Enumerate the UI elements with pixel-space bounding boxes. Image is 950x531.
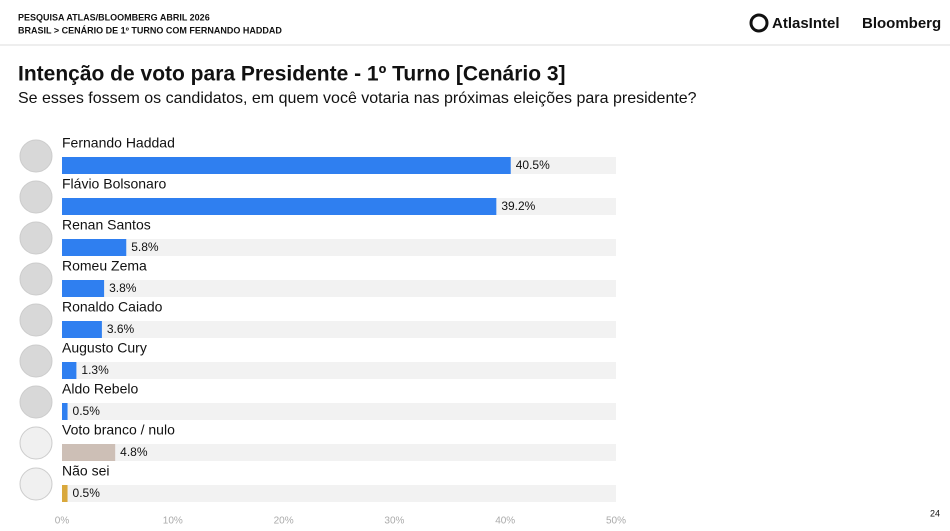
logo: Bloomberg (862, 15, 941, 32)
x-tick-label: 40% (495, 516, 515, 527)
avatar (19, 303, 53, 337)
value-label: 40.5% (516, 158, 550, 172)
bar-track (62, 485, 616, 502)
bar (62, 239, 127, 256)
x-tick-label: 10% (163, 516, 183, 527)
avatar (19, 139, 53, 173)
bar-track (62, 321, 616, 338)
category-label: Renan Santos (62, 217, 151, 233)
x-tick-label: 0% (55, 516, 70, 527)
bar-track (62, 444, 616, 461)
bar (62, 362, 77, 379)
bar-track (62, 239, 616, 256)
value-label: 0.5% (73, 404, 101, 418)
bar (62, 157, 511, 174)
bar-track (62, 280, 616, 297)
avatar (19, 344, 53, 378)
avatar (19, 221, 53, 255)
logo: AtlasIntel (772, 15, 840, 32)
bar (62, 321, 102, 338)
category-label: Flávio Bolsonaro (62, 176, 166, 192)
x-tick-label: 50% (606, 516, 626, 527)
bar (62, 198, 497, 215)
category-label: Não sei (62, 463, 109, 479)
category-label: Fernando Haddad (62, 135, 175, 151)
bar-track (62, 362, 616, 379)
bar-track (62, 403, 616, 420)
chart-subtitle: Se esses fossem os candidatos, em quem v… (18, 90, 697, 107)
bar (62, 280, 105, 297)
category-label: Voto branco / nulo (62, 422, 175, 438)
bar (62, 485, 68, 502)
category-label: Romeu Zema (62, 258, 147, 274)
avatar (19, 385, 53, 419)
value-label: 4.8% (120, 445, 148, 459)
value-label: 39.2% (501, 199, 535, 213)
category-label: Aldo Rebelo (62, 381, 138, 397)
header-line: PESQUISA ATLAS/BLOOMBERG ABRIL 2026 (18, 12, 210, 22)
bar (62, 444, 116, 461)
page-number: 24 (930, 508, 940, 518)
logo-icon (749, 13, 769, 33)
category-label: Augusto Cury (62, 340, 147, 356)
chart-title: Intenção de voto para Presidente - 1º Tu… (18, 63, 566, 86)
category-label: Ronaldo Caiado (62, 299, 163, 315)
value-label: 3.6% (107, 322, 135, 336)
avatar (19, 180, 53, 214)
avatar (19, 426, 53, 460)
value-label: 3.8% (109, 281, 137, 295)
value-label: 1.3% (81, 363, 109, 377)
bar (62, 403, 68, 420)
value-label: 5.8% (131, 240, 159, 254)
value-label: 0.5% (73, 486, 101, 500)
avatar (19, 467, 53, 501)
x-tick-label: 20% (274, 516, 294, 527)
avatar (19, 262, 53, 296)
header-line: BRASIL > CENÁRIO DE 1º TURNO COM FERNAND… (18, 25, 282, 35)
x-tick-label: 30% (384, 516, 404, 527)
